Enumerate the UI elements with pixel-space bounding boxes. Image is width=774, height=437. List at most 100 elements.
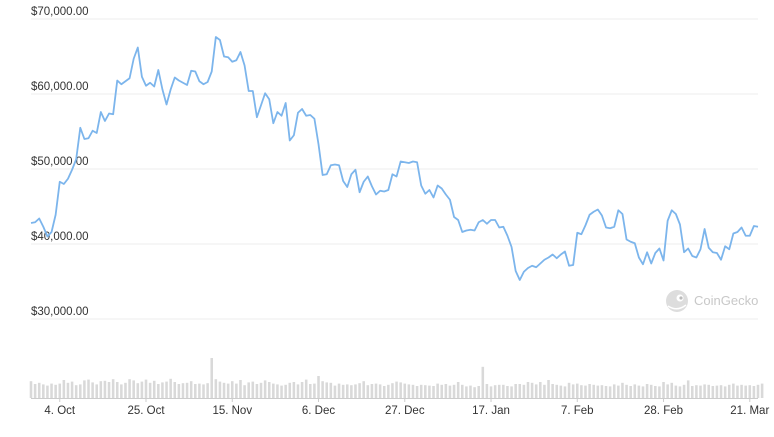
volume-bar (115, 382, 119, 398)
volume-bar (629, 386, 632, 398)
volume-bar (399, 382, 402, 398)
volume-bar (699, 385, 702, 398)
volume-bar (157, 384, 160, 398)
volume-bar (526, 382, 530, 398)
volume-bar (194, 384, 197, 398)
volume-bar (333, 385, 337, 398)
volume-bar (543, 384, 546, 398)
volume-bar (79, 384, 82, 398)
volume-bar (189, 381, 193, 398)
volume-bar (756, 384, 760, 398)
volume-bar (341, 384, 345, 398)
volume-bar (226, 383, 230, 398)
watermark-text: CoinGecko (694, 293, 758, 308)
price-line (30, 36, 759, 281)
volume-bar (37, 382, 41, 398)
volume-bar (649, 384, 653, 398)
volume-bar (547, 380, 550, 398)
volume-bar (350, 385, 353, 398)
volume-bar (645, 384, 649, 398)
volume-bar (612, 384, 616, 398)
volume-bar (387, 384, 390, 398)
volume-bar (263, 380, 267, 398)
y-tick-label: $60,000.00 (31, 81, 89, 93)
volume-bar (608, 386, 612, 398)
volume-bar (732, 383, 735, 398)
x-tick-label: 27. Dec (385, 405, 425, 417)
volume-bar (214, 379, 218, 398)
y-tick-label: $30,000.00 (31, 306, 89, 318)
volume-bar (460, 384, 464, 398)
volume-bar (243, 385, 246, 398)
volume-bar (144, 379, 148, 398)
volume-bar (288, 382, 292, 398)
volume-bar (662, 382, 665, 398)
volume-bar (103, 380, 107, 398)
volume-bar (448, 385, 452, 398)
x-tick-label: 4. Oct (44, 405, 75, 417)
volume-bar (181, 383, 185, 398)
volume-bar (428, 385, 431, 398)
volume-bar (362, 381, 365, 398)
volume-bar (391, 383, 394, 398)
volume-bar (489, 386, 493, 398)
volume-bar (382, 386, 386, 398)
volume-bar (132, 380, 135, 398)
x-tick-label: 28. Feb (644, 405, 683, 417)
volume-bar (354, 384, 357, 398)
volume-bar (374, 383, 378, 398)
volume-bar (530, 382, 534, 398)
volume-bar (42, 384, 45, 398)
volume-bar (744, 385, 747, 398)
volume-bar (686, 380, 690, 398)
volume-bar (259, 382, 263, 398)
volume-bar (559, 385, 563, 398)
volume-bar (58, 383, 62, 398)
volume-bar (317, 376, 320, 398)
volume-bar (272, 383, 275, 398)
volume-bar (456, 382, 460, 398)
volume-bar (625, 384, 628, 398)
volume-bar (395, 381, 398, 398)
price-series (30, 36, 759, 281)
volume-bar (120, 384, 123, 398)
y-tick-label: $70,000.00 (31, 6, 89, 18)
volume-bar (682, 384, 686, 398)
volume-bar (210, 358, 213, 398)
volume-bar (309, 384, 312, 398)
volume-bar (510, 386, 513, 398)
x-tick-label: 7. Feb (561, 405, 594, 417)
volume-bar (70, 381, 74, 398)
volume-bar (313, 383, 316, 398)
volume-bar (358, 383, 361, 398)
volume-bar (654, 386, 657, 398)
volume-bar (111, 379, 115, 398)
volume-bar (239, 380, 242, 398)
volume-bar (571, 384, 575, 398)
volume-bar (33, 384, 37, 398)
volume-bar (345, 384, 349, 398)
volume-bar (173, 382, 177, 398)
volume-bar (432, 386, 435, 398)
volume-bar (300, 382, 304, 398)
volume-bar (247, 382, 250, 398)
volume-bar (206, 383, 209, 398)
volume-bar (563, 386, 567, 398)
volume-bar (600, 385, 604, 398)
y-axis-labels: $70,000.00 $60,000.00 $50,000.00 $40,000.00… (31, 6, 89, 318)
volume-bar (419, 384, 423, 398)
volume-bar (292, 382, 296, 398)
volume-bar (321, 381, 324, 398)
volume-bar (251, 381, 255, 398)
volume-bar (633, 384, 637, 398)
volume-bar (617, 385, 620, 398)
volume-bar (267, 382, 271, 398)
volume-bar (62, 380, 66, 398)
volume-bar (337, 383, 341, 398)
volume-bar (493, 385, 497, 398)
volume-bar (711, 386, 715, 398)
volume-bar (641, 386, 645, 398)
volume-bar (576, 383, 579, 398)
volume-bar (596, 385, 600, 398)
